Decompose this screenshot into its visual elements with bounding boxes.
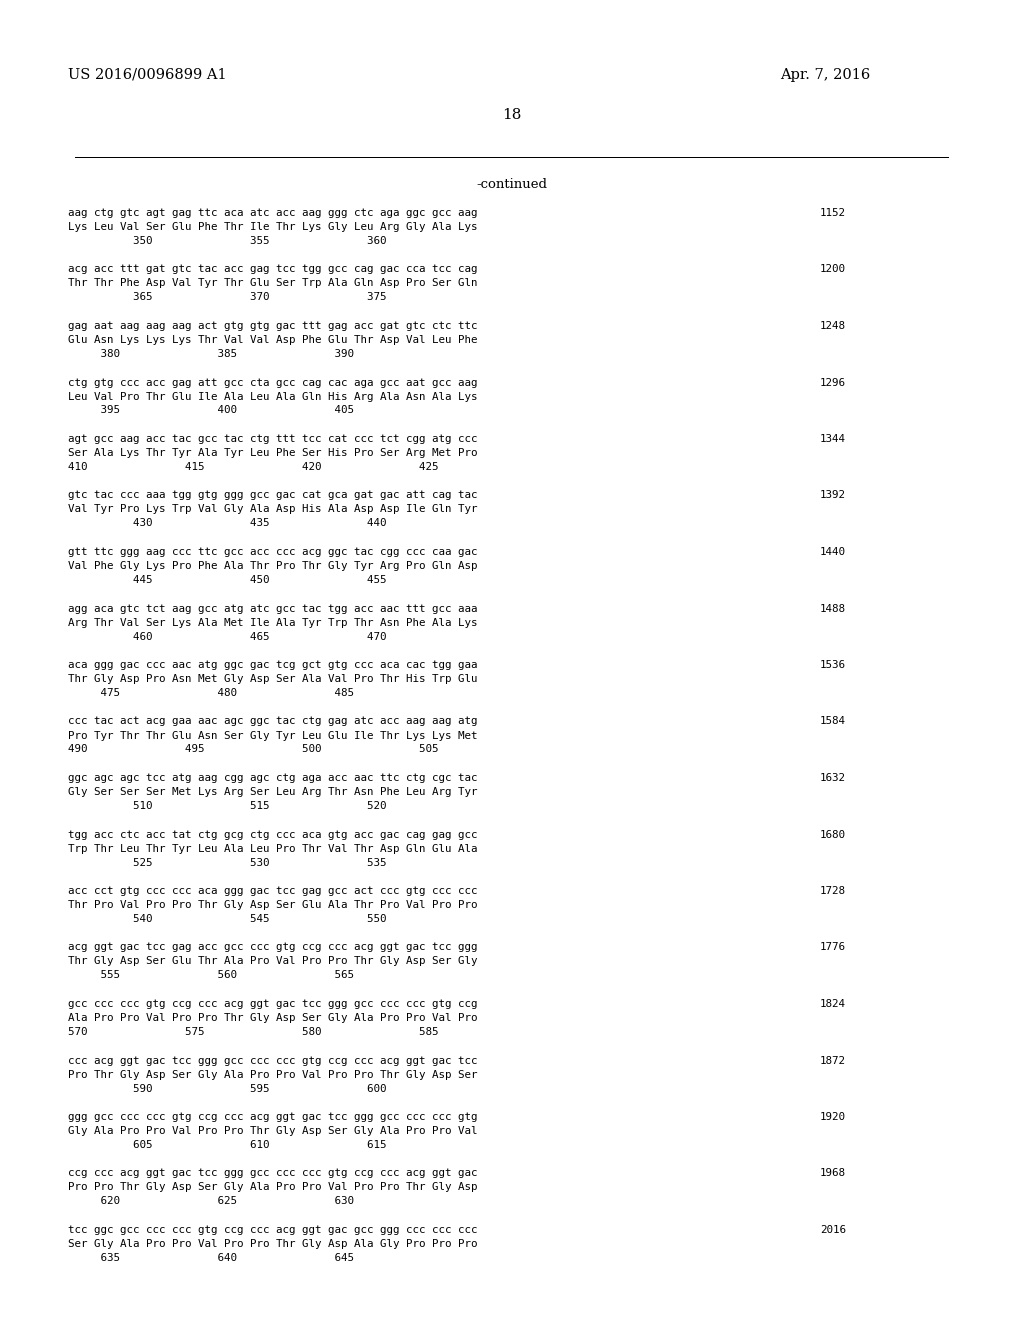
Text: ccc tac act acg gaa aac agc ggc tac ctg gag atc acc aag aag atg: ccc tac act acg gaa aac agc ggc tac ctg … <box>68 717 477 726</box>
Text: Glu Asn Lys Lys Lys Thr Val Val Asp Phe Glu Thr Asp Val Leu Phe: Glu Asn Lys Lys Lys Thr Val Val Asp Phe … <box>68 335 477 345</box>
Text: aca ggg gac ccc aac atg ggc gac tcg gct gtg ccc aca cac tgg gaa: aca ggg gac ccc aac atg ggc gac tcg gct … <box>68 660 477 671</box>
Text: 635               640               645: 635 640 645 <box>68 1253 354 1263</box>
Text: tcc ggc gcc ccc ccc gtg ccg ccc acg ggt gac gcc ggg ccc ccc ccc: tcc ggc gcc ccc ccc gtg ccg ccc acg ggt … <box>68 1225 477 1236</box>
Text: 1776: 1776 <box>820 942 846 953</box>
Text: Pro Tyr Thr Thr Glu Asn Ser Gly Tyr Leu Glu Ile Thr Lys Lys Met: Pro Tyr Thr Thr Glu Asn Ser Gly Tyr Leu … <box>68 730 477 741</box>
Text: 395               400               405: 395 400 405 <box>68 405 354 416</box>
Text: 1968: 1968 <box>820 1168 846 1179</box>
Text: 430               435               440: 430 435 440 <box>68 519 386 528</box>
Text: 1872: 1872 <box>820 1056 846 1065</box>
Text: gcc ccc ccc gtg ccg ccc acg ggt gac tcc ggg gcc ccc ccc gtg ccg: gcc ccc ccc gtg ccg ccc acg ggt gac tcc … <box>68 999 477 1008</box>
Text: 525               530               535: 525 530 535 <box>68 858 386 867</box>
Text: Thr Thr Phe Asp Val Tyr Thr Glu Ser Trp Ala Gln Asp Pro Ser Gln: Thr Thr Phe Asp Val Tyr Thr Glu Ser Trp … <box>68 279 477 289</box>
Text: agt gcc aag acc tac gcc tac ctg ttt tcc cat ccc tct cgg atg ccc: agt gcc aag acc tac gcc tac ctg ttt tcc … <box>68 434 477 444</box>
Text: 1440: 1440 <box>820 546 846 557</box>
Text: acg acc ttt gat gtc tac acc gag tcc tgg gcc cag gac cca tcc cag: acg acc ttt gat gtc tac acc gag tcc tgg … <box>68 264 477 275</box>
Text: gag aat aag aag aag act gtg gtg gac ttt gag acc gat gtc ctc ttc: gag aat aag aag aag act gtg gtg gac ttt … <box>68 321 477 331</box>
Text: Arg Thr Val Ser Lys Ala Met Ile Ala Tyr Trp Thr Asn Phe Ala Lys: Arg Thr Val Ser Lys Ala Met Ile Ala Tyr … <box>68 618 477 627</box>
Text: -continued: -continued <box>476 178 548 191</box>
Text: 475               480               485: 475 480 485 <box>68 688 354 698</box>
Text: Ser Gly Ala Pro Pro Val Pro Pro Thr Gly Asp Ala Gly Pro Pro Pro: Ser Gly Ala Pro Pro Val Pro Pro Thr Gly … <box>68 1239 477 1249</box>
Text: acc cct gtg ccc ccc aca ggg gac tcc gag gcc act ccc gtg ccc ccc: acc cct gtg ccc ccc aca ggg gac tcc gag … <box>68 886 477 896</box>
Text: 350               355               360: 350 355 360 <box>68 236 386 246</box>
Text: 1296: 1296 <box>820 378 846 388</box>
Text: 1488: 1488 <box>820 603 846 614</box>
Text: 1248: 1248 <box>820 321 846 331</box>
Text: ccg ccc acg ggt gac tcc ggg gcc ccc ccc gtg ccg ccc acg ggt gac: ccg ccc acg ggt gac tcc ggg gcc ccc ccc … <box>68 1168 477 1179</box>
Text: ggg gcc ccc ccc gtg ccg ccc acg ggt gac tcc ggg gcc ccc ccc gtg: ggg gcc ccc ccc gtg ccg ccc acg ggt gac … <box>68 1111 477 1122</box>
Text: Thr Gly Asp Pro Asn Met Gly Asp Ser Ala Val Pro Thr His Trp Glu: Thr Gly Asp Pro Asn Met Gly Asp Ser Ala … <box>68 675 477 684</box>
Text: Val Tyr Pro Lys Trp Val Gly Ala Asp His Ala Asp Asp Ile Gln Tyr: Val Tyr Pro Lys Trp Val Gly Ala Asp His … <box>68 504 477 515</box>
Text: Trp Thr Leu Thr Tyr Leu Ala Leu Pro Thr Val Thr Asp Gln Glu Ala: Trp Thr Leu Thr Tyr Leu Ala Leu Pro Thr … <box>68 843 477 854</box>
Text: US 2016/0096899 A1: US 2016/0096899 A1 <box>68 69 226 82</box>
Text: 1392: 1392 <box>820 491 846 500</box>
Text: Val Phe Gly Lys Pro Phe Ala Thr Pro Thr Gly Tyr Arg Pro Gln Asp: Val Phe Gly Lys Pro Phe Ala Thr Pro Thr … <box>68 561 477 572</box>
Text: 620               625               630: 620 625 630 <box>68 1196 354 1206</box>
Text: 410               415               420               425: 410 415 420 425 <box>68 462 438 473</box>
Text: Pro Pro Thr Gly Asp Ser Gly Ala Pro Pro Val Pro Pro Thr Gly Asp: Pro Pro Thr Gly Asp Ser Gly Ala Pro Pro … <box>68 1183 477 1192</box>
Text: 590               595               600: 590 595 600 <box>68 1084 386 1093</box>
Text: agg aca gtc tct aag gcc atg atc gcc tac tgg acc aac ttt gcc aaa: agg aca gtc tct aag gcc atg atc gcc tac … <box>68 603 477 614</box>
Text: ggc agc agc tcc atg aag cgg agc ctg aga acc aac ttc ctg cgc tac: ggc agc agc tcc atg aag cgg agc ctg aga … <box>68 774 477 783</box>
Text: 510               515               520: 510 515 520 <box>68 801 386 810</box>
Text: 365               370               375: 365 370 375 <box>68 293 386 302</box>
Text: 1728: 1728 <box>820 886 846 896</box>
Text: 1680: 1680 <box>820 829 846 840</box>
Text: 605               610               615: 605 610 615 <box>68 1140 386 1150</box>
Text: 1632: 1632 <box>820 774 846 783</box>
Text: 490               495               500               505: 490 495 500 505 <box>68 744 438 755</box>
Text: 1152: 1152 <box>820 209 846 218</box>
Text: 460               465               470: 460 465 470 <box>68 631 386 642</box>
Text: 1824: 1824 <box>820 999 846 1008</box>
Text: 18: 18 <box>503 108 521 121</box>
Text: acg ggt gac tcc gag acc gcc ccc gtg ccg ccc acg ggt gac tcc ggg: acg ggt gac tcc gag acc gcc ccc gtg ccg … <box>68 942 477 953</box>
Text: 1920: 1920 <box>820 1111 846 1122</box>
Text: Pro Thr Gly Asp Ser Gly Ala Pro Pro Val Pro Pro Thr Gly Asp Ser: Pro Thr Gly Asp Ser Gly Ala Pro Pro Val … <box>68 1069 477 1080</box>
Text: Apr. 7, 2016: Apr. 7, 2016 <box>780 69 870 82</box>
Text: 1536: 1536 <box>820 660 846 671</box>
Text: tgg acc ctc acc tat ctg gcg ctg ccc aca gtg acc gac cag gag gcc: tgg acc ctc acc tat ctg gcg ctg ccc aca … <box>68 829 477 840</box>
Text: Thr Pro Val Pro Pro Thr Gly Asp Ser Glu Ala Thr Pro Val Pro Pro: Thr Pro Val Pro Pro Thr Gly Asp Ser Glu … <box>68 900 477 909</box>
Text: Gly Ala Pro Pro Val Pro Pro Thr Gly Asp Ser Gly Ala Pro Pro Val: Gly Ala Pro Pro Val Pro Pro Thr Gly Asp … <box>68 1126 477 1137</box>
Text: 380               385               390: 380 385 390 <box>68 348 354 359</box>
Text: Ala Pro Pro Val Pro Pro Thr Gly Asp Ser Gly Ala Pro Pro Val Pro: Ala Pro Pro Val Pro Pro Thr Gly Asp Ser … <box>68 1012 477 1023</box>
Text: 1200: 1200 <box>820 264 846 275</box>
Text: Ser Ala Lys Thr Tyr Ala Tyr Leu Phe Ser His Pro Ser Arg Met Pro: Ser Ala Lys Thr Tyr Ala Tyr Leu Phe Ser … <box>68 447 477 458</box>
Text: aag ctg gtc agt gag ttc aca atc acc aag ggg ctc aga ggc gcc aag: aag ctg gtc agt gag ttc aca atc acc aag … <box>68 209 477 218</box>
Text: gtt ttc ggg aag ccc ttc gcc acc ccc acg ggc tac cgg ccc caa gac: gtt ttc ggg aag ccc ttc gcc acc ccc acg … <box>68 546 477 557</box>
Text: 2016: 2016 <box>820 1225 846 1236</box>
Text: 540               545               550: 540 545 550 <box>68 913 386 924</box>
Text: Gly Ser Ser Ser Met Lys Arg Ser Leu Arg Thr Asn Phe Leu Arg Tyr: Gly Ser Ser Ser Met Lys Arg Ser Leu Arg … <box>68 787 477 797</box>
Text: Leu Val Pro Thr Glu Ile Ala Leu Ala Gln His Arg Ala Asn Ala Lys: Leu Val Pro Thr Glu Ile Ala Leu Ala Gln … <box>68 392 477 401</box>
Text: 445               450               455: 445 450 455 <box>68 576 386 585</box>
Text: ccc acg ggt gac tcc ggg gcc ccc ccc gtg ccg ccc acg ggt gac tcc: ccc acg ggt gac tcc ggg gcc ccc ccc gtg … <box>68 1056 477 1065</box>
Text: Thr Gly Asp Ser Glu Thr Ala Pro Val Pro Pro Thr Gly Asp Ser Gly: Thr Gly Asp Ser Glu Thr Ala Pro Val Pro … <box>68 957 477 966</box>
Text: 555               560               565: 555 560 565 <box>68 970 354 981</box>
Text: ctg gtg ccc acc gag att gcc cta gcc cag cac aga gcc aat gcc aag: ctg gtg ccc acc gag att gcc cta gcc cag … <box>68 378 477 388</box>
Text: 570               575               580               585: 570 575 580 585 <box>68 1027 438 1038</box>
Text: gtc tac ccc aaa tgg gtg ggg gcc gac cat gca gat gac att cag tac: gtc tac ccc aaa tgg gtg ggg gcc gac cat … <box>68 491 477 500</box>
Text: 1344: 1344 <box>820 434 846 444</box>
Text: 1584: 1584 <box>820 717 846 726</box>
Text: Lys Leu Val Ser Glu Phe Thr Ile Thr Lys Gly Leu Arg Gly Ala Lys: Lys Leu Val Ser Glu Phe Thr Ile Thr Lys … <box>68 222 477 232</box>
